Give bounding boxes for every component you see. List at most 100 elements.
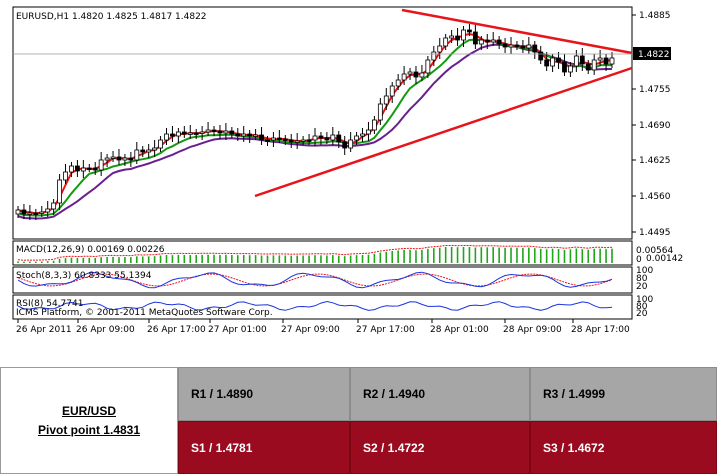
candle-body	[181, 131, 187, 135]
macd-bar	[112, 256, 114, 263]
macd-bar	[379, 252, 382, 263]
candle-body	[490, 39, 496, 43]
candle-body	[354, 135, 359, 141]
macd-bar	[266, 255, 269, 263]
macd-bar	[40, 261, 43, 263]
macd-bar	[284, 255, 287, 263]
macd-bar	[159, 255, 162, 263]
macd-bar	[391, 251, 394, 263]
macd-bar	[29, 261, 31, 263]
candle-body	[205, 129, 211, 133]
macd-bar	[337, 255, 340, 263]
macd-bar	[361, 255, 364, 263]
candle-body	[104, 157, 110, 161]
candle-body	[229, 130, 235, 135]
candle-body	[241, 133, 247, 137]
candle-body	[502, 43, 508, 48]
macd-bar	[593, 248, 595, 263]
macd-bar	[290, 255, 293, 263]
candle-body	[75, 165, 80, 172]
candle-body	[478, 39, 484, 45]
candle-body	[116, 156, 122, 161]
macd-bar	[296, 255, 298, 263]
macd-bar	[225, 254, 227, 263]
chart-window[interactable]: 1.4885 1.4755 1.4690 1.4625 1.4560 1.4495 26 …	[0, 0, 717, 345]
candle-body	[199, 131, 205, 134]
macd-bar	[314, 255, 316, 263]
macd-bar	[510, 247, 512, 263]
macd-bar	[444, 247, 447, 263]
candle-body	[300, 139, 306, 142]
r1-value: R1 / 1.4890	[191, 387, 254, 401]
candle-body	[472, 31, 478, 45]
s2-value: S2 / 1.4722	[363, 440, 425, 455]
macd-bar	[248, 255, 251, 263]
candle-body	[342, 141, 348, 149]
macd-bar	[302, 255, 304, 263]
candle-body	[21, 209, 27, 215]
macd-bar	[165, 255, 168, 263]
candle-body	[425, 59, 431, 74]
macd-bar	[474, 247, 477, 263]
macd-bar	[456, 247, 459, 263]
macd-bar	[433, 248, 435, 263]
macd-bar	[201, 254, 203, 263]
candle-body	[395, 79, 401, 87]
macd-bar	[147, 256, 150, 263]
candle-body	[407, 71, 413, 75]
candle-body	[217, 130, 223, 134]
upper-trendline[interactable]	[401, 8, 633, 55]
macd-bar	[76, 258, 79, 263]
macd-histogram	[17, 247, 613, 263]
time-tick-label: 28 Apr 09:00	[503, 325, 562, 335]
macd-bar	[136, 256, 138, 263]
macd-bar	[492, 247, 494, 263]
s1-cell: S1 / 1.4781	[178, 421, 350, 474]
candle-body	[146, 149, 152, 153]
pivot-point-label: Pivot point 1.4831	[37, 422, 141, 437]
candle-body	[288, 139, 294, 143]
stoch-scale-mid: 80	[636, 274, 648, 284]
macd-bar	[23, 261, 25, 263]
macd-bar	[462, 247, 465, 263]
macd-bar	[82, 257, 85, 263]
price-tick-label: 1.4690	[639, 121, 671, 131]
candle-body	[508, 44, 514, 48]
candle-body	[80, 167, 86, 172]
copyright-text: ICMS Platform, © 2001-2011 MetaQuotes So…	[16, 308, 273, 318]
macd-bar	[611, 248, 613, 263]
macd-bar	[183, 255, 186, 263]
macd-bar	[557, 249, 560, 263]
candle-body	[152, 147, 158, 151]
macd-bar	[415, 250, 417, 263]
candle-body	[86, 167, 92, 170]
price-tick-label: 1.4885	[639, 11, 671, 21]
macd-bar	[153, 256, 156, 263]
macd-bar	[367, 254, 370, 263]
macd-bar	[64, 258, 67, 263]
candle-body	[282, 138, 288, 141]
lower-trendline[interactable]	[254, 66, 633, 198]
candle-body	[348, 139, 354, 149]
time-tick-label: 27 Apr 17:00	[356, 325, 415, 335]
candle-body	[110, 156, 116, 159]
r3-cell: R3 / 1.4999	[530, 367, 717, 421]
rsi-scale-top: 100	[636, 295, 653, 305]
candle-body	[247, 133, 253, 137]
macd-bar	[320, 255, 322, 263]
macd-bar	[171, 255, 174, 263]
candle-body	[63, 171, 68, 181]
macd-bar	[70, 257, 73, 263]
candle-body	[69, 165, 74, 173]
candle-body	[164, 133, 169, 141]
macd-bar	[332, 255, 334, 263]
pivot-pair-cell: EUR/USD Pivot point 1.4831	[0, 367, 178, 474]
candle-body	[235, 133, 241, 137]
candle-body	[253, 134, 259, 137]
price-panel[interactable]	[12, 6, 633, 240]
macd-bar	[118, 257, 120, 263]
time-tick-label: 26 Apr 09:00	[76, 325, 135, 335]
chart-canvas[interactable]: 1.4885 1.4755 1.4690 1.4625 1.4560 1.4495 26 …	[0, 0, 717, 345]
macd-bar	[260, 255, 263, 263]
stoch-panel[interactable]	[12, 266, 633, 294]
